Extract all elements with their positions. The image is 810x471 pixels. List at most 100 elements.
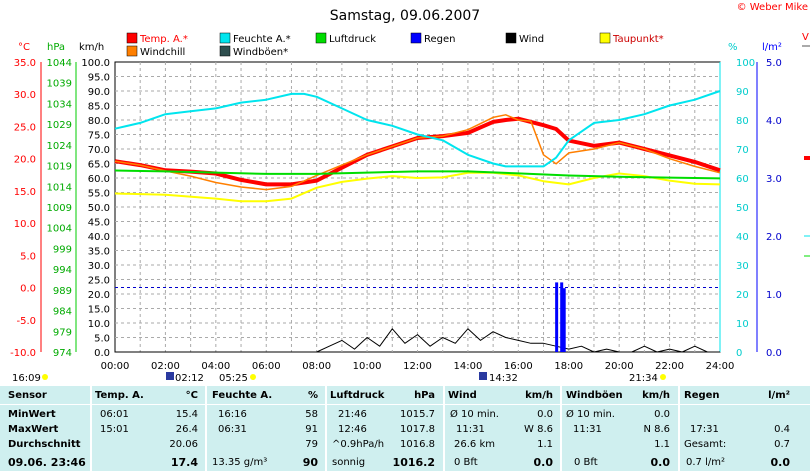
pressure-tick-label: 979 xyxy=(53,327,72,338)
humidity-tick-label: 70 xyxy=(736,145,749,156)
th-wind: Wind xyxy=(448,390,477,401)
legend-swatch xyxy=(126,45,138,57)
humidity-tick-label: 80 xyxy=(736,116,749,127)
row-min-wind: 0.0 xyxy=(537,409,553,420)
time-tick-label: 20:00 xyxy=(605,361,634,372)
legend-label: Taupunkt* xyxy=(612,34,664,45)
wind-tick-label: 90.0 xyxy=(88,87,110,98)
series-line-luftdruck xyxy=(114,169,721,180)
temp-tick-label: 15.0 xyxy=(14,187,36,198)
temp-tick-label: 30.0 xyxy=(14,90,36,101)
humidity-tick-label: 40 xyxy=(736,232,749,243)
series-line-temp-a xyxy=(114,116,721,187)
legend: Temp. A.* Feuchte A.* Luftdruck Regen Wind Ta… xyxy=(126,32,664,58)
time-tick-label: 04:00 xyxy=(201,361,230,372)
row-avg-label: Durchschnitt xyxy=(8,439,81,450)
wind-tick-label: 60.0 xyxy=(88,174,110,185)
legend-swatch xyxy=(219,45,231,57)
wind-tick-label: 20.0 xyxy=(88,290,110,301)
row-min-temp-time: 06:01 xyxy=(100,409,129,420)
humidity-tick-label: 30 xyxy=(736,261,749,272)
moonrise-icon xyxy=(166,372,174,380)
row-current-wind: 0.0 xyxy=(533,456,554,469)
row-avg-temp: 20.06 xyxy=(169,439,198,450)
axis-ticks: 35.0 30.0 25.0 20.0 15.0 10.0 5.0 0.0 -5.0 -10.0 1… xyxy=(10,58,782,372)
legend-swatch xyxy=(505,32,517,44)
legend-label: Regen xyxy=(424,34,456,45)
row-max-gust-dir: N 8.6 xyxy=(643,424,670,435)
row-max-hum-time: 06:31 xyxy=(218,424,247,435)
axis-unit-humidity: % xyxy=(728,42,738,53)
axis-unit-wind: km/h xyxy=(79,42,104,53)
th-wind-unit: km/h xyxy=(525,390,553,401)
legend-label: Wind xyxy=(519,34,544,45)
wind-tick-label: 5.0 xyxy=(94,334,110,345)
time-tick-label: 24:00 xyxy=(706,361,735,372)
rain-bar xyxy=(560,282,564,352)
humidity-tick-label: 20 xyxy=(736,290,749,301)
pressure-tick-label: 1034 xyxy=(47,99,72,110)
temp-tick-label: -5.0 xyxy=(16,316,36,327)
row-max-wind-dir: W 8.6 xyxy=(524,424,553,435)
axis-unit-temp: °C xyxy=(18,42,30,53)
th-rain: Regen xyxy=(684,390,720,401)
humidity-tick-label: 60 xyxy=(736,174,749,185)
rain-tick-label: 2.0 xyxy=(766,232,782,243)
th-pressure: Luftdruck xyxy=(330,390,385,401)
pressure-tick-label: 1019 xyxy=(47,162,72,173)
time-tick-label: 00:00 xyxy=(101,361,130,372)
row-max-rain: 0.4 xyxy=(774,424,790,435)
wind-tick-label: 95.0 xyxy=(88,73,110,84)
row-max-press: 1017.8 xyxy=(400,424,435,435)
rain-tick-label: 0.0 xyxy=(766,348,782,359)
sunrise-icon xyxy=(250,374,256,380)
pressure-tick-label: 1014 xyxy=(47,182,72,193)
wind-tick-label: 65.0 xyxy=(88,160,110,171)
legend-swatch xyxy=(315,32,327,44)
wind-tick-label: 25.0 xyxy=(88,276,110,287)
row-current-press: 1016.2 xyxy=(392,456,435,469)
temp-tick-label: 5.0 xyxy=(20,251,36,262)
row-current-label: 09.06. 23:46 xyxy=(8,456,86,469)
svg-text:V: V xyxy=(802,32,809,43)
row-avg-rain: 0.7 xyxy=(774,439,790,450)
time-tick-label: 14:00 xyxy=(454,361,483,372)
axis-unit-rain: l/m² xyxy=(762,42,782,53)
row-current-temp: 17.4 xyxy=(170,456,198,469)
th-pressure-unit: hPa xyxy=(414,390,435,401)
legend-label: Feuchte A.* xyxy=(233,34,291,45)
row-avg-press: 1016.8 xyxy=(400,439,435,450)
pressure-tick-label: 1024 xyxy=(47,141,72,152)
th-temp-unit: °C xyxy=(185,390,198,401)
row-max-label: MaxWert xyxy=(8,424,59,435)
temp-tick-label: -10.0 xyxy=(10,348,36,359)
row-max-wind-time: 11:31 xyxy=(456,424,485,435)
row-min-wind-desc: Ø 10 min. xyxy=(450,409,499,420)
wind-tick-label: 10.0 xyxy=(88,319,110,330)
row-avg-hum: 79 xyxy=(305,439,318,450)
rain-bar xyxy=(562,288,566,352)
legend-swatch xyxy=(599,32,611,44)
humidity-tick-label: 90 xyxy=(736,87,749,98)
row-current-wind-bft: 0 Bft xyxy=(454,457,478,468)
wind-tick-label: 85.0 xyxy=(88,102,110,113)
temp-tick-label: 20.0 xyxy=(14,155,36,166)
pressure-tick-label: 1039 xyxy=(47,79,72,90)
sun-moon-row: 16:09 02:12 05:25 14:32 21:34 xyxy=(12,372,666,384)
legend-swatch xyxy=(410,32,422,44)
temp-tick-label: 10.0 xyxy=(14,219,36,230)
th-sensor: Sensor xyxy=(8,390,47,401)
row-max-gust-time: 11:31 xyxy=(573,424,602,435)
row-avg-rain-desc: Gesamt: xyxy=(684,439,727,450)
pressure-tick-label: 1009 xyxy=(47,203,72,214)
series-line-taupunkt xyxy=(114,171,721,203)
moonset-icon xyxy=(479,372,487,380)
temp-tick-label: 25.0 xyxy=(14,122,36,133)
row-avg-press-trend: ^0.9hPa/h xyxy=(332,439,385,450)
temp-tick-label: 35.0 xyxy=(14,58,36,69)
sun-marker-left xyxy=(42,374,48,380)
wind-tick-label: 15.0 xyxy=(88,305,110,316)
time-tick-label: 02:00 xyxy=(151,361,180,372)
row-min-press: 1015.7 xyxy=(400,409,435,420)
copyright-label: © Weber Mike xyxy=(737,2,808,13)
